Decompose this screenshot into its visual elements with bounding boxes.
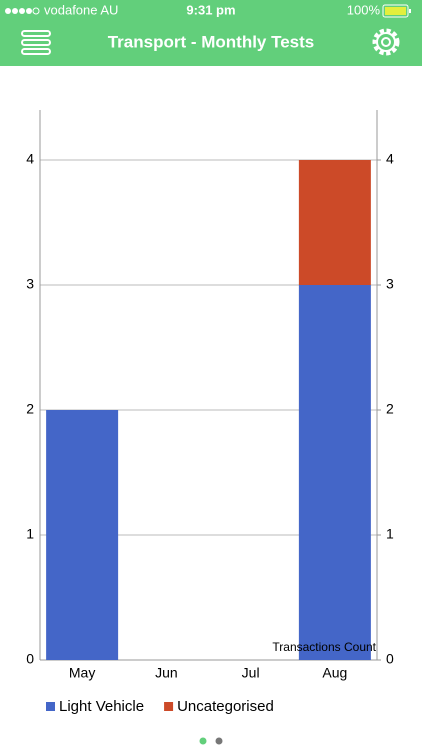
y2-tick-label: 3 [386, 276, 394, 292]
y-tick-label: 4 [26, 151, 34, 167]
x-tick-label: Jul [242, 665, 260, 681]
chart-annotation: Transactions Count [272, 640, 376, 654]
legend-label: Light Vehicle [59, 698, 144, 715]
page-dot-active[interactable] [199, 737, 207, 745]
bar-segment [46, 410, 119, 660]
x-tick-label: Aug [322, 665, 347, 681]
carrier: vodafone AU [44, 2, 118, 17]
menu-button[interactable] [21, 30, 51, 55]
settings-button[interactable] [372, 28, 400, 56]
legend-swatch [164, 702, 174, 711]
x-tick-label: Jun [155, 665, 178, 681]
legend-label: Uncategorised [177, 698, 274, 715]
y-tick-label: 1 [26, 526, 34, 542]
time: 9:31 pm [186, 2, 235, 17]
bar-segment [298, 285, 371, 660]
battery-icon [382, 4, 411, 18]
chart: 0 1 2 3 4 0 1 2 3 4 May Jun Jul Aug Transactions Count… [26, 110, 394, 715]
x-tick-label: May [69, 665, 95, 681]
bar-segment [298, 160, 371, 285]
y2-tick-label: 2 [386, 401, 394, 417]
battery-level: 100% [347, 2, 381, 17]
legend-swatch [46, 702, 55, 711]
y-tick-label: 0 [26, 651, 34, 667]
signal-dots [5, 7, 40, 15]
y-tick-label: 2 [26, 401, 34, 417]
y2-tick-label: 1 [386, 526, 394, 542]
nav-title: Transport - Monthly Tests [108, 32, 315, 51]
y2-tick-label: 0 [386, 651, 394, 667]
header-background [0, 0, 422, 66]
y-tick-label: 3 [26, 276, 34, 292]
page-dot[interactable] [215, 737, 223, 745]
y2-tick-label: 4 [386, 151, 394, 167]
